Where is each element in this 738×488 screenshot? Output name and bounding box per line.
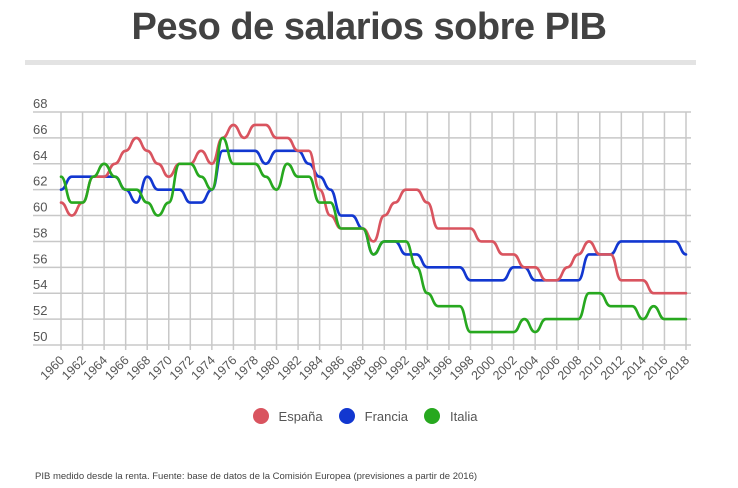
legend-label: Italia: [449, 408, 478, 424]
y-tick-label: 56: [33, 251, 47, 266]
y-tick-label: 50: [33, 329, 47, 344]
legend-label: España: [278, 408, 323, 424]
chart-title: Peso de salarios sobre PIB: [131, 6, 607, 48]
y-tick-label: 58: [33, 225, 47, 240]
x-tick-label: 2018: [663, 353, 693, 383]
francia-dot-icon: [338, 408, 355, 424]
y-tick-label: 60: [33, 200, 47, 215]
legend-label: Francia: [364, 408, 408, 424]
y-axis-labels: 68 66 64 62 60 58 56 54 52 50: [33, 96, 47, 344]
series-line-españa: [59, 123, 688, 295]
source-footnote: PIB medido desde la renta. Fuente: base …: [35, 471, 478, 482]
y-tick-label: 52: [33, 303, 47, 318]
line-chart: 68 66 64 62 60 58 56 54 52 50 1960196219641966196…: [33, 96, 693, 383]
y-tick-label: 64: [33, 148, 47, 163]
italia-dot-icon: [423, 408, 440, 424]
legend-item-francia[interactable]: Francia: [338, 408, 416, 424]
y-tick-label: 54: [33, 277, 47, 292]
y-tick-label: 68: [33, 96, 47, 111]
legend: España Francia Italia: [0, 408, 738, 424]
x-axis-labels: 1960196219641966196819701972197419761978…: [38, 353, 693, 383]
legend-item-italia[interactable]: Italia: [423, 408, 485, 424]
y-tick-label: 62: [33, 174, 47, 189]
espana-dot-icon: [252, 408, 269, 424]
series-line-italia: [59, 136, 688, 334]
legend-item-espana[interactable]: España: [252, 408, 331, 424]
series-lines: [59, 123, 688, 334]
title-divider: [25, 60, 696, 65]
y-tick-label: 66: [33, 122, 47, 137]
grid: [33, 111, 691, 350]
